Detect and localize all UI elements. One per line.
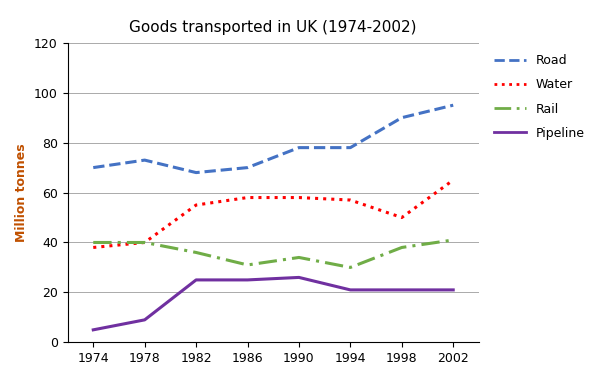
Pipeline (347, 287, 354, 292)
Water (90, 245, 97, 250)
Water (398, 215, 405, 220)
Line: Road: Road (93, 105, 453, 173)
Pipeline (295, 275, 303, 280)
Rail (398, 245, 405, 250)
Water (295, 195, 303, 200)
Water (192, 203, 200, 207)
Road (90, 165, 97, 170)
Water (244, 195, 251, 200)
Pipeline (90, 328, 97, 332)
Road (295, 145, 303, 150)
Water (449, 178, 457, 182)
Rail (90, 240, 97, 245)
Pipeline (141, 317, 149, 322)
Rail (449, 238, 457, 242)
Pipeline (192, 278, 200, 282)
Title: Goods transported in UK (1974-2002): Goods transported in UK (1974-2002) (130, 20, 417, 35)
Road (398, 116, 405, 120)
Road (141, 158, 149, 163)
Pipeline (449, 287, 457, 292)
Road (192, 170, 200, 175)
Line: Pipeline: Pipeline (93, 277, 453, 330)
Water (347, 198, 354, 202)
Pipeline (398, 287, 405, 292)
Road (449, 103, 457, 107)
Y-axis label: Million tonnes: Million tonnes (15, 143, 28, 242)
Rail (192, 250, 200, 255)
Legend: Road, Water, Rail, Pipeline: Road, Water, Rail, Pipeline (489, 49, 589, 145)
Pipeline (244, 278, 251, 282)
Water (141, 240, 149, 245)
Road (244, 165, 251, 170)
Rail (244, 263, 251, 267)
Line: Water: Water (93, 180, 453, 247)
Rail (295, 255, 303, 260)
Road (347, 145, 354, 150)
Line: Rail: Rail (93, 240, 453, 268)
Rail (347, 265, 354, 270)
Rail (141, 240, 149, 245)
